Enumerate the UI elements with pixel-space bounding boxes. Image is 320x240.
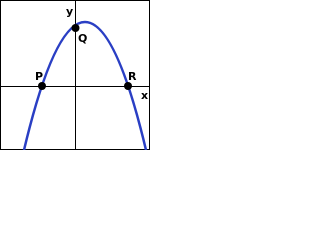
point-p bbox=[38, 82, 46, 90]
y-axis-label: y bbox=[66, 5, 73, 18]
page: y x P Q R (() => { const data = JSON.par… bbox=[0, 0, 150, 150]
point-label: R bbox=[128, 70, 137, 83]
x-axis-label: x bbox=[141, 89, 148, 102]
parabola bbox=[22, 20, 148, 150]
point-label: Q bbox=[78, 32, 87, 45]
point-q bbox=[71, 24, 80, 32]
diagram: y x P Q R bbox=[0, 0, 150, 150]
point-r bbox=[124, 82, 132, 90]
point-label: P bbox=[35, 70, 43, 83]
